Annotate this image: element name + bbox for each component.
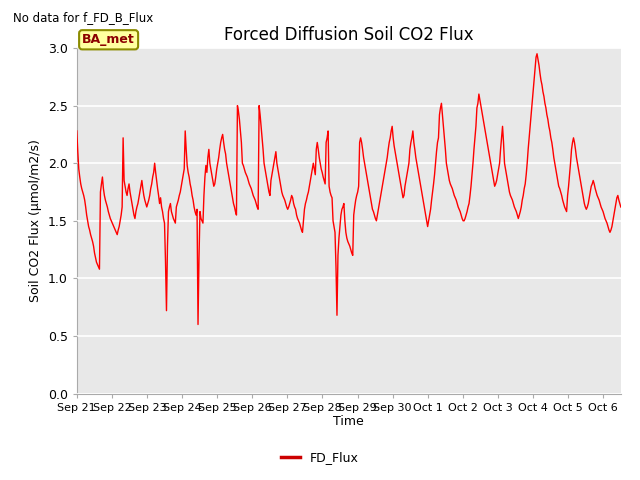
Legend: FD_Flux: FD_Flux [276,446,364,469]
Text: BA_met: BA_met [82,33,135,46]
Title: Forced Diffusion Soil CO2 Flux: Forced Diffusion Soil CO2 Flux [224,25,474,44]
Y-axis label: Soil CO2 Flux (μmol/m2/s): Soil CO2 Flux (μmol/m2/s) [29,139,42,302]
X-axis label: Time: Time [333,415,364,429]
Text: No data for f_FD_B_Flux: No data for f_FD_B_Flux [13,11,153,24]
